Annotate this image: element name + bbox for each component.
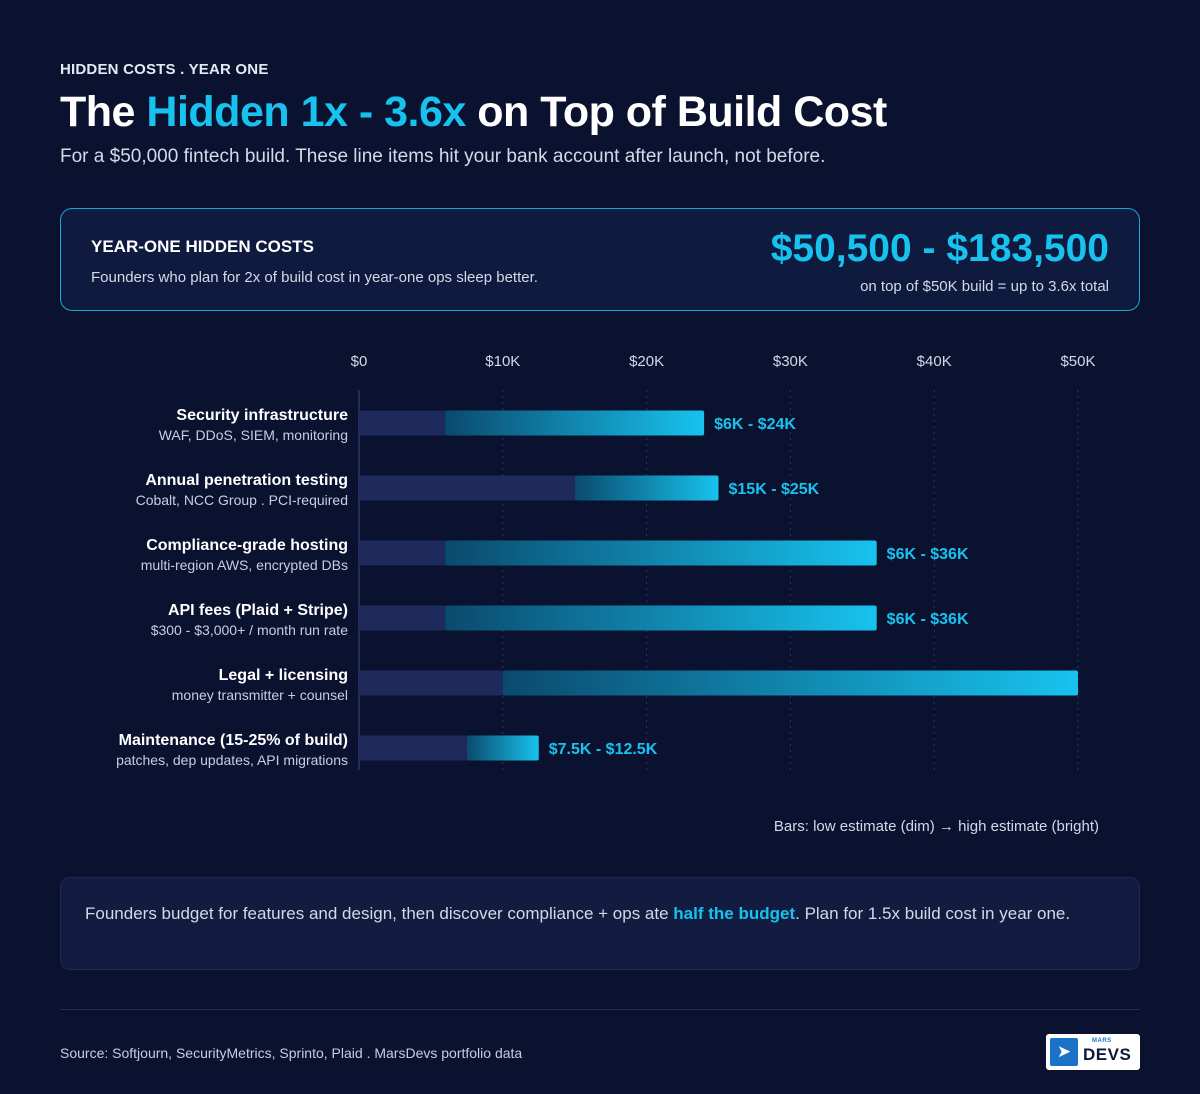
tick-layer: $0 $10K $20K $30K $40K $50K	[351, 353, 1096, 370]
logo-big-text: DEVS	[1083, 1045, 1132, 1064]
source-note: Source: Softjourn, SecurityMetrics, Spri…	[60, 1045, 523, 1061]
value-label: $7.5K - $12.5K	[549, 741, 658, 758]
summary-range: $50,500 - $183,500	[770, 227, 1109, 270]
grid-layer	[358, 390, 1079, 770]
x-tick-label: $40K	[917, 353, 952, 370]
marsdevs-logo: ➤ MARS DEVS	[1046, 1034, 1140, 1070]
logo-small-text: MARS	[1092, 1038, 1112, 1044]
callout-highlight: half the budget	[673, 904, 796, 923]
bar-low-estimate	[359, 540, 446, 566]
value-label: $6K - $24K	[714, 416, 796, 433]
category-sublabel: WAF, DDoS, SIEM, monitoring	[159, 427, 348, 443]
bar-high-estimate	[445, 410, 705, 436]
bar-low-estimate	[359, 670, 503, 696]
category-label: Annual penetration testing	[145, 472, 348, 489]
bar-high-estimate	[574, 475, 719, 501]
bar-low-estimate	[359, 475, 575, 501]
insight-callout: Founders budget for features and design,…	[60, 877, 1140, 970]
category-sublabel: Cobalt, NCC Group . PCI-required	[136, 492, 348, 508]
category-sublabel: money transmitter + counsel	[172, 687, 348, 703]
summary-card: YEAR-ONE HIDDEN COSTS Founders who plan …	[60, 208, 1140, 311]
value-label: $6K - $36K	[887, 546, 969, 563]
callout-text-after: . Plan for 1.5x build cost in year one.	[795, 904, 1071, 923]
bar-low-estimate	[359, 735, 467, 761]
bar-layer	[359, 410, 1078, 761]
category-label: Compliance-grade hosting	[146, 537, 348, 554]
eyebrow-label: HIDDEN COSTS . YEAR ONE	[60, 61, 269, 78]
x-tick-label: $20K	[629, 353, 664, 370]
summary-label: YEAR-ONE HIDDEN COSTS	[91, 237, 314, 256]
title-suffix: on Top of Build Cost	[465, 88, 887, 136]
x-tick-label: $30K	[773, 353, 808, 370]
value-label: $15K - $25K	[729, 481, 820, 498]
category-sublabel: multi-region AWS, encrypted DBs	[141, 557, 348, 573]
title-accent: Hidden 1x - 3.6x	[146, 88, 466, 136]
category-label: Legal + licensing	[219, 667, 348, 684]
bar-high-estimate	[466, 735, 539, 761]
x-tick-label: $50K	[1060, 353, 1095, 370]
chart-legend: Bars: low estimate (dim) → high estimate…	[773, 818, 1099, 835]
title-prefix: The	[60, 88, 147, 136]
rocket-icon: ➤	[1050, 1038, 1078, 1066]
value-label: $6K - $36K	[887, 611, 969, 628]
x-tick-label: $0	[351, 353, 368, 370]
category-label: API fees (Plaid + Stripe)	[168, 602, 348, 619]
callout-text-before: Founders budget for features and design,…	[85, 904, 674, 923]
bar-high-estimate	[445, 540, 877, 566]
summary-range-note: on top of $50K build = up to 3.6x total	[860, 278, 1109, 295]
category-sublabel: $300 - $3,000+ / month run rate	[151, 622, 349, 638]
bar-high-estimate	[502, 670, 1078, 696]
category-label: Maintenance (15-25% of build)	[119, 732, 348, 749]
footer-divider	[60, 1009, 1140, 1010]
bar-high-estimate	[445, 605, 877, 631]
cost-range-chart: $0 $10K $20K $30K $40K $50K Security infrastr…	[116, 353, 1096, 770]
x-tick-label: $10K	[485, 353, 520, 370]
bar-low-estimate	[359, 410, 446, 436]
page-subtitle: For a $50,000 fintech build. These line …	[60, 146, 826, 167]
category-sublabel: patches, dep updates, API migrations	[116, 752, 348, 768]
category-label: Security infrastructure	[176, 407, 348, 424]
summary-description: Founders who plan for 2x of build cost i…	[91, 269, 538, 286]
label-layer: Security infrastructure WAF, DDoS, SIEM, …	[116, 407, 969, 768]
page-title: The Hidden 1x - 3.6x on Top of Build Cos…	[60, 88, 887, 137]
bar-low-estimate	[359, 605, 446, 631]
